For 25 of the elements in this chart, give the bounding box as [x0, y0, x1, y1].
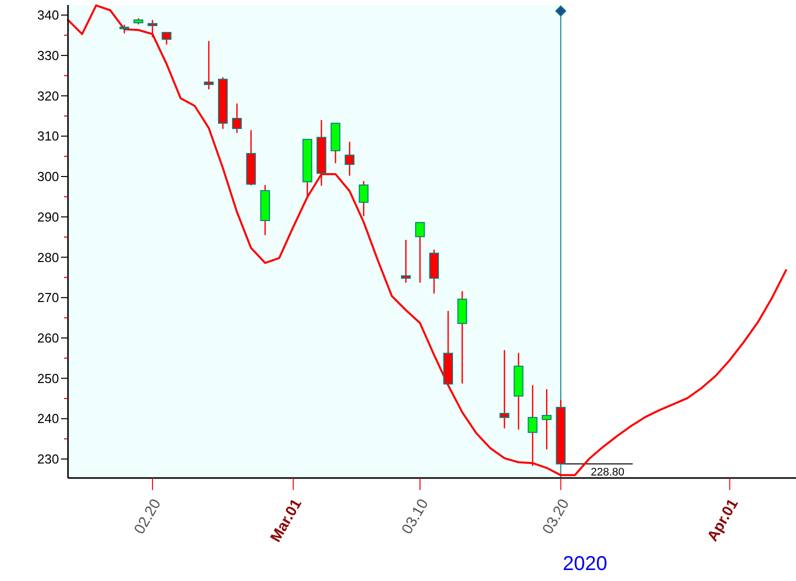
candlestick — [162, 32, 172, 46]
y-tick-label: 270 — [37, 290, 59, 306]
y-tick-label: 260 — [37, 330, 59, 346]
candlestick — [415, 222, 425, 284]
candlestick — [500, 349, 510, 430]
y-tick-label: 310 — [37, 128, 59, 144]
candlestick — [528, 384, 538, 467]
y-tick-label: 340 — [37, 8, 59, 23]
annotation: 228.80 — [590, 466, 624, 478]
y-tick-label: 290 — [37, 209, 59, 224]
y-tick-label: 330 — [37, 48, 59, 63]
candlestick — [232, 102, 242, 134]
candlestick — [401, 239, 411, 284]
candlestick — [542, 388, 552, 450]
candlestick — [148, 19, 158, 38]
y-tick-label: 300 — [37, 169, 59, 184]
y-tick-label: 230 — [37, 452, 59, 467]
y-tick-label: 240 — [37, 411, 59, 426]
y-tick-label: 250 — [37, 370, 59, 386]
y-tick-label: 320 — [37, 88, 59, 104]
candlestick — [358, 180, 369, 217]
text: 2020 — [562, 553, 608, 575]
candlestick — [344, 141, 354, 176]
y-tick-label: 280 — [37, 250, 59, 265]
candlestick — [204, 40, 214, 90]
